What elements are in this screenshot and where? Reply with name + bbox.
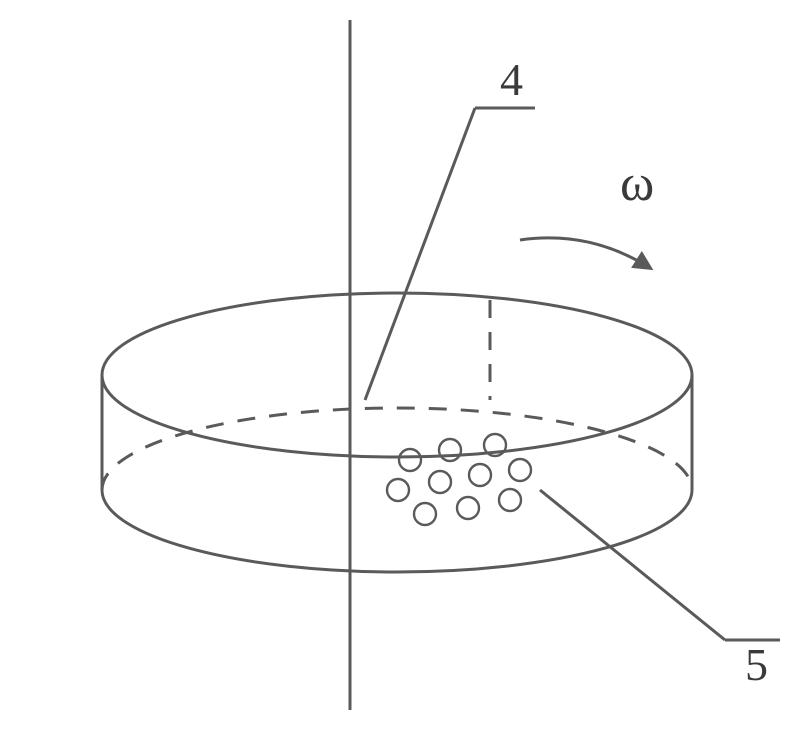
hole-8	[457, 497, 479, 519]
diagram-svg: ω 4 5	[0, 0, 809, 734]
hole-9	[499, 489, 521, 511]
hole-4	[429, 471, 451, 493]
callout-5-leader	[540, 490, 725, 640]
cylinder-bottom-front	[102, 490, 692, 572]
hole-5	[469, 464, 491, 486]
omega-label: ω	[620, 155, 654, 212]
callout-5-text: 5	[745, 639, 768, 690]
cylinder-bottom-back	[102, 408, 692, 490]
perforation-holes	[387, 434, 531, 525]
hole-0	[399, 449, 421, 471]
hole-1	[439, 439, 461, 461]
hole-7	[414, 503, 436, 525]
callout-4-text: 4	[500, 54, 523, 105]
callout-4-leader	[365, 108, 475, 400]
rotation-arrow	[520, 238, 650, 268]
hole-3	[387, 479, 409, 501]
hole-6	[509, 459, 531, 481]
